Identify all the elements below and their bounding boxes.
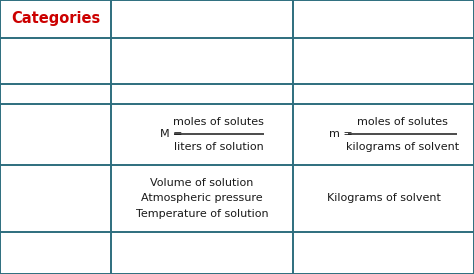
Text: Categories: Categories	[11, 12, 100, 26]
Text: liters of solution: liters of solution	[174, 142, 264, 152]
Text: M =: M =	[159, 129, 182, 139]
Text: kilograms of solvent: kilograms of solvent	[346, 142, 459, 152]
Text: moles of solutes: moles of solutes	[357, 117, 448, 127]
Text: Volume of solution
Atmospheric pressure
Temperature of solution: Volume of solution Atmospheric pressure …	[136, 178, 268, 219]
Text: Kilograms of solvent: Kilograms of solvent	[327, 193, 440, 203]
Text: m =: m =	[329, 129, 353, 139]
Text: moles of solutes: moles of solutes	[173, 117, 264, 127]
